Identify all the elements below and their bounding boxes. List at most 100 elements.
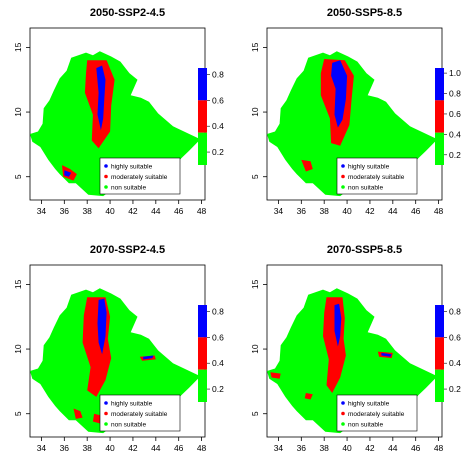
map-panel-1: 2050-SSP2-4.5 34 36 38 40 42 44 46 48 5 10 15 highly…	[13, 7, 224, 216]
x-tick-label: 34	[274, 206, 284, 216]
colorbar-segment	[435, 369, 444, 402]
x-tick-label: 36	[297, 206, 307, 216]
x-tick-label: 48	[197, 206, 207, 216]
y-tick-label: 10	[13, 107, 23, 117]
legend-label: highly suitable	[348, 401, 390, 408]
highly-suitable-area	[334, 303, 342, 347]
x-tick-label: 40	[105, 206, 115, 216]
y-tick-label: 10	[250, 344, 260, 354]
x-tick-label: 34	[37, 206, 47, 216]
colorbar-segment	[198, 68, 207, 101]
legend-label: moderately suitable	[111, 411, 168, 418]
x-tick-label: 40	[342, 443, 352, 453]
x-tick-label: 34	[274, 443, 284, 453]
highly-suitable-area	[381, 352, 392, 357]
colorbar-label: 0.8	[212, 306, 224, 316]
legend-marker-non	[341, 422, 345, 426]
colorbar-label: 0.8	[449, 306, 461, 316]
map-panel-3: 2070-SSP2-4.5 34 36 38 40 42 44 46 48 5 10 15 highly…	[13, 244, 224, 453]
x-tick-label: 36	[297, 443, 307, 453]
y-tick-label: 15	[13, 42, 23, 52]
colorbar-label: 0.2	[212, 384, 224, 394]
colorbar-label: 0.2	[449, 384, 461, 394]
colorbar-label: 0.6	[212, 332, 224, 342]
panel-title: 2050-SSP2-4.5	[90, 7, 165, 19]
highly-suitable-area	[331, 60, 348, 128]
legend-label: moderately suitable	[348, 411, 405, 418]
x-tick-label: 42	[128, 443, 138, 453]
x-tick-label: 38	[319, 443, 329, 453]
legend: highly suitable moderately suitable non su…	[99, 157, 181, 195]
legend-marker-non	[104, 185, 108, 189]
colorbar-segment	[198, 305, 207, 338]
colorbar-segment	[435, 305, 444, 338]
y-tick-label: 10	[13, 344, 23, 354]
colorbar-segment	[435, 68, 444, 101]
colorbar: 0.8 0.6 0.4 0.2	[435, 305, 461, 402]
legend-marker-high	[104, 164, 108, 168]
x-tick-label: 40	[342, 206, 352, 216]
y-tick-label: 15	[13, 279, 23, 289]
colorbar-label: 0.4	[212, 121, 224, 131]
legend: highly suitable moderately suitable non su…	[336, 394, 418, 432]
moderately-suitable-area	[270, 372, 281, 379]
x-tick-label: 48	[434, 443, 444, 453]
legend: highly suitable moderately suitable non su…	[99, 394, 181, 432]
colorbar-label: 0.8	[449, 89, 461, 99]
legend-label: highly suitable	[348, 164, 390, 171]
x-tick-label: 42	[365, 206, 375, 216]
legend-label: moderately suitable	[348, 174, 405, 181]
legend-label: moderately suitable	[111, 174, 168, 181]
colorbar: 0.8 0.6 0.4 0.2	[198, 305, 224, 402]
colorbar-label: 0.4	[212, 358, 224, 368]
x-tick-label: 38	[319, 206, 329, 216]
colorbar-label: 0.6	[449, 332, 461, 342]
y-tick-label: 15	[250, 42, 260, 52]
colorbar-segment	[435, 100, 444, 133]
moderately-suitable-area	[301, 159, 313, 172]
colorbar-label: 0.6	[212, 95, 224, 105]
legend-marker-non	[104, 422, 108, 426]
x-tick-label: 36	[60, 206, 70, 216]
legend-label: non suitable	[111, 422, 146, 429]
x-tick-label: 46	[174, 206, 184, 216]
colorbar-label: 0.8	[212, 69, 224, 79]
legend-marker-moderate	[341, 174, 345, 179]
legend-label: highly suitable	[111, 164, 153, 171]
x-tick-label: 36	[60, 443, 70, 453]
legend-label: non suitable	[348, 185, 383, 192]
x-tick-label: 40	[105, 443, 115, 453]
colorbar-label: 0.6	[449, 109, 461, 119]
x-tick-label: 48	[434, 206, 444, 216]
panel-title: 2070-SSP5-8.5	[327, 244, 402, 256]
x-tick-label: 44	[388, 206, 398, 216]
highly-suitable-area	[96, 65, 106, 131]
x-tick-label: 42	[365, 443, 375, 453]
x-tick-label: 46	[174, 443, 184, 453]
y-tick-label: 5	[13, 411, 23, 416]
x-tick-label: 46	[411, 206, 421, 216]
colorbar-segment	[198, 369, 207, 402]
legend-label: non suitable	[111, 185, 146, 192]
legend-marker-high	[341, 164, 345, 168]
highly-suitable-area	[97, 298, 107, 355]
y-tick-label: 5	[250, 174, 260, 179]
y-tick-label: 5	[13, 174, 23, 179]
colorbar-segment	[198, 100, 207, 133]
legend-label: highly suitable	[111, 401, 153, 408]
x-tick-label: 34	[37, 443, 47, 453]
legend-marker-non	[341, 185, 345, 189]
legend-marker-moderate	[104, 411, 108, 416]
legend-marker-moderate	[341, 411, 345, 416]
colorbar-segment	[435, 132, 444, 165]
y-tick-label: 10	[250, 107, 260, 117]
legend: highly suitable moderately suitable non su…	[336, 157, 418, 195]
map-panel-4: 2070-SSP5-8.5 34 36 38 40 42 44 46 48 5 10 15 highly…	[250, 244, 461, 453]
colorbar-segment	[435, 337, 444, 370]
y-tick-label: 5	[250, 411, 260, 416]
x-tick-label: 42	[128, 206, 138, 216]
colorbar-label: 0.4	[449, 358, 461, 368]
x-tick-label: 48	[197, 443, 207, 453]
legend-label: non suitable	[348, 422, 383, 429]
